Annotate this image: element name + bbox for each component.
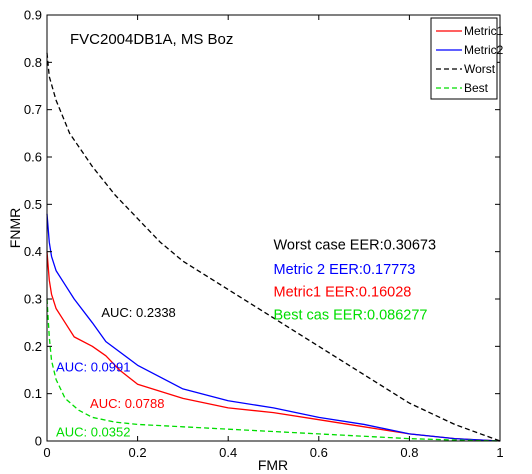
series-line-worst bbox=[46, 52, 501, 442]
eer-annotation: Worst case EER:0.30673 bbox=[274, 237, 437, 253]
series-line-best bbox=[46, 298, 501, 442]
y-tick-label: 0.4 bbox=[24, 244, 42, 259]
y-tick-label: 0.3 bbox=[24, 292, 42, 307]
auc-annotation: AUC: 0.0788 bbox=[90, 396, 164, 411]
eer-annotation: Metric1 EER:0.16028 bbox=[274, 285, 412, 301]
auc-annotation: AUC: 0.0352 bbox=[56, 424, 130, 439]
x-tick-label: 0.4 bbox=[219, 445, 237, 460]
legend-items: Metric1 Metric2 Worst Best bbox=[436, 24, 504, 95]
x-tick-label: 0 bbox=[43, 445, 50, 460]
x-tick-label: 0.8 bbox=[400, 445, 418, 460]
series-line-metric1 bbox=[46, 251, 501, 442]
legend-label-metric1: Metric1 bbox=[464, 24, 504, 38]
x-tick-label: 0.2 bbox=[129, 445, 147, 460]
chart-title: FVC2004DB1A, MS Boz bbox=[70, 31, 233, 48]
eer-annotation: Best cas EER:0.086277 bbox=[274, 307, 428, 323]
eer-annotation: Metric 2 EER:0.17773 bbox=[274, 262, 416, 278]
x-axis-label: FMR bbox=[258, 457, 288, 473]
y-axis-label: FNMR bbox=[7, 208, 23, 248]
x-tick-label: 1 bbox=[496, 445, 503, 460]
legend: Metric1 Metric2 Worst Best bbox=[430, 17, 504, 100]
auc-annotation: AUC: 0.0991 bbox=[56, 359, 130, 374]
series-lines bbox=[46, 52, 501, 442]
series-line-metric2 bbox=[46, 213, 501, 442]
legend-label-worst: Worst bbox=[464, 62, 496, 76]
y-tick-label: 0 bbox=[35, 434, 42, 449]
plot-frame bbox=[46, 14, 501, 442]
legend-label-best: Best bbox=[464, 81, 489, 95]
x-tick-label: 0.6 bbox=[310, 445, 328, 460]
y-tick-label: 0.5 bbox=[24, 197, 42, 212]
y-tick-label: 0.9 bbox=[24, 8, 42, 23]
y-tick-label: 0.2 bbox=[24, 339, 42, 354]
y-tick-label: 0.7 bbox=[24, 102, 42, 117]
auc-annotation: AUC: 0.2338 bbox=[101, 305, 175, 320]
axis-ticks: 0 0.2 0.4 0.6 0.8 1 0 0.1 0.2 0.3 0.4 0.5 0.6 0.7 0.8 0… bbox=[24, 8, 504, 461]
y-tick-label: 0.8 bbox=[24, 55, 42, 70]
y-tick-label: 0.6 bbox=[24, 150, 42, 165]
y-tick-label: 0.1 bbox=[24, 386, 42, 401]
annotations: Worst case EER:0.30673 Metric 2 EER:0.177… bbox=[56, 237, 436, 439]
legend-label-metric2: Metric2 bbox=[464, 43, 504, 57]
